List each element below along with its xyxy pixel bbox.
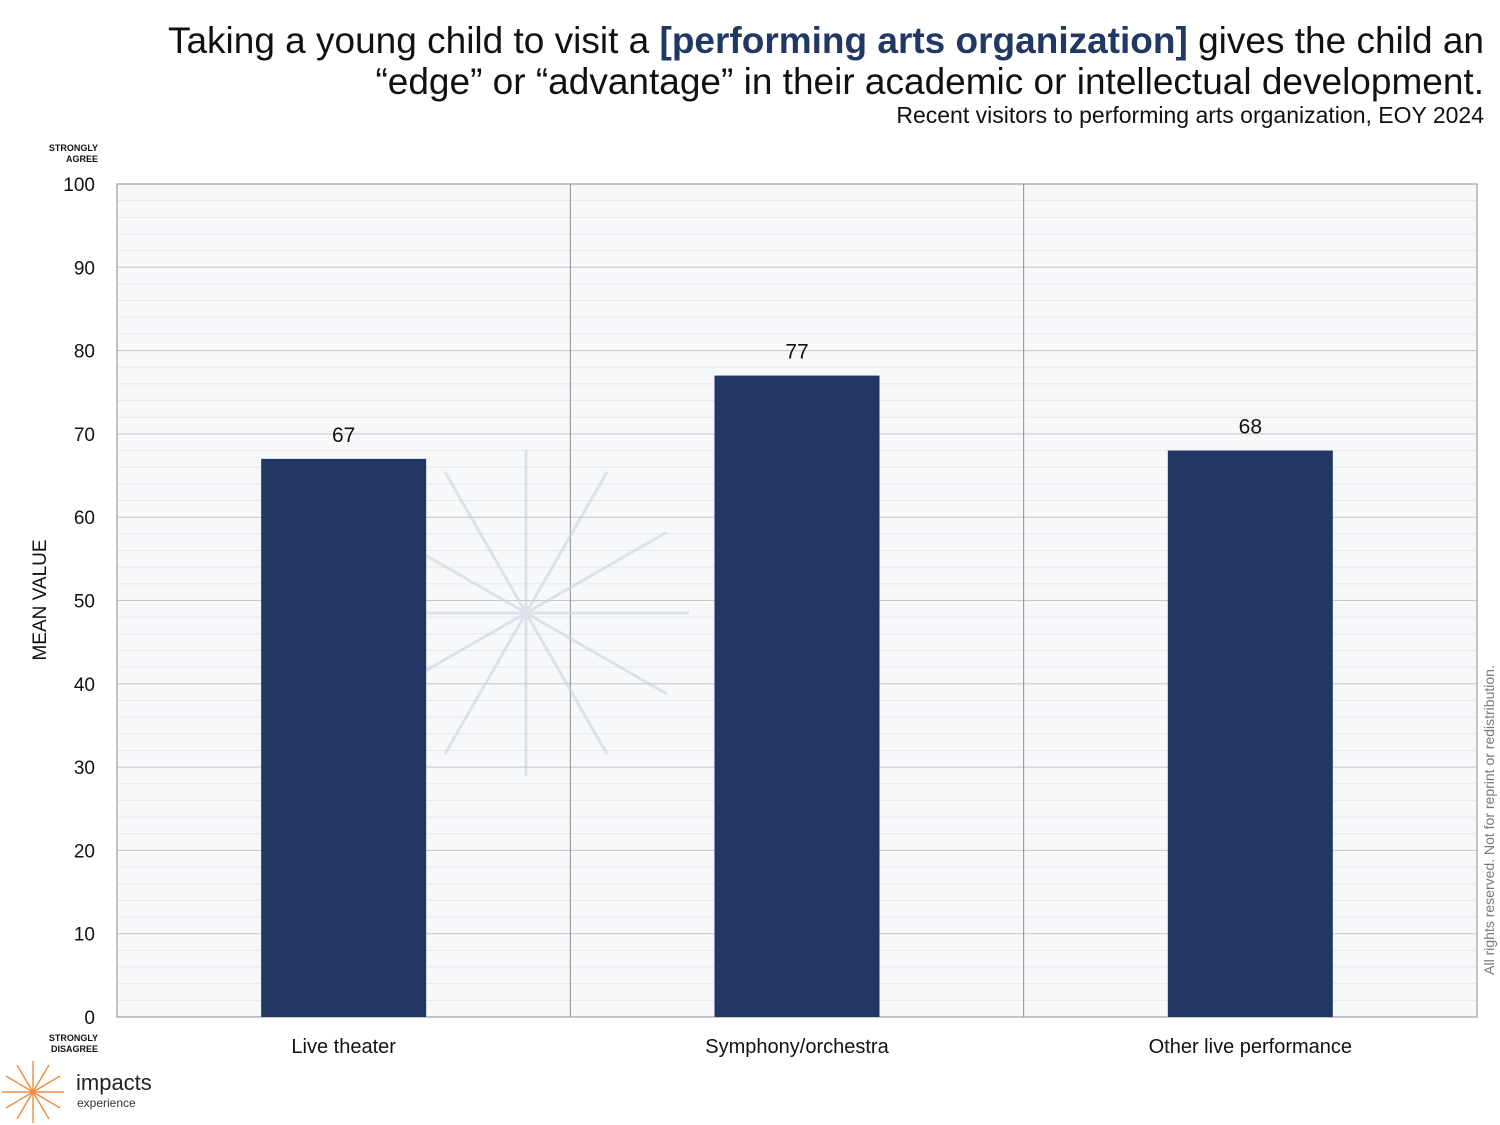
data-label: 77 <box>785 341 808 364</box>
x-tick-label: Live theater <box>291 1036 396 1058</box>
bars-layer <box>261 376 1333 1017</box>
logo-sub: experience <box>77 1096 136 1110</box>
y-tick-label: 40 <box>74 675 95 696</box>
x-tick-label: Symphony/orchestra <box>705 1036 889 1058</box>
y-tick-label: 30 <box>74 758 95 779</box>
y-tick-label: 90 <box>74 258 95 279</box>
y-tick-label: 10 <box>74 925 95 946</box>
y-tick-label: 70 <box>74 425 95 446</box>
bar <box>1168 451 1333 1017</box>
y-tick-label: 50 <box>74 592 95 613</box>
bar <box>261 459 426 1017</box>
y-tick-label: 0 <box>84 1008 95 1029</box>
x-tick-label: Other live performance <box>1149 1036 1352 1058</box>
data-label: 68 <box>1239 416 1262 439</box>
y-tick-label: 60 <box>74 508 95 529</box>
bar <box>715 376 880 1017</box>
logo-name: impacts <box>76 1070 152 1096</box>
y-tick-label: 20 <box>74 841 95 862</box>
y-tick-label: 100 <box>63 175 95 196</box>
y-tick-label: 80 <box>74 342 95 363</box>
data-label: 67 <box>332 424 355 447</box>
